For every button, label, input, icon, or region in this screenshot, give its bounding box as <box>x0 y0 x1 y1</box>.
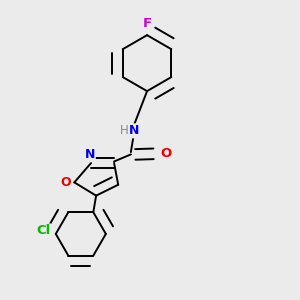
Text: O: O <box>61 176 71 189</box>
Text: F: F <box>142 17 152 31</box>
Text: N: N <box>85 148 95 161</box>
Text: Cl: Cl <box>36 224 50 238</box>
Text: O: O <box>160 147 172 160</box>
Text: H: H <box>120 124 129 137</box>
Text: N: N <box>129 124 140 137</box>
